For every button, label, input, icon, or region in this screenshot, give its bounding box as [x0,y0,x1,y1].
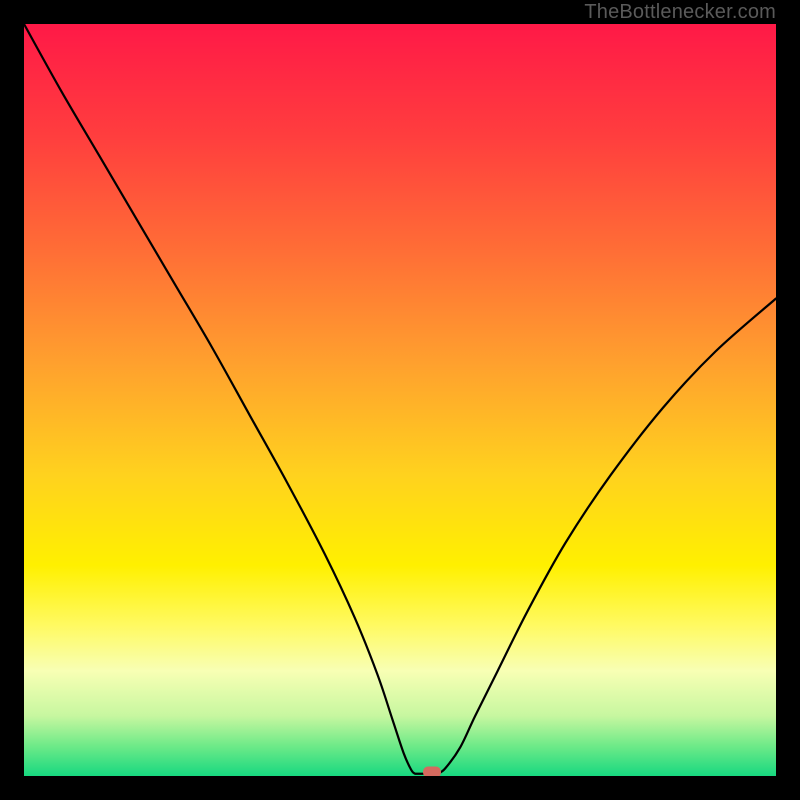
chart-frame: TheBottlenecker.com [0,0,800,800]
optimum-marker [423,766,441,776]
plot-area [24,24,776,776]
watermark-text: TheBottlenecker.com [584,1,776,24]
bottleneck-curve [24,24,776,776]
